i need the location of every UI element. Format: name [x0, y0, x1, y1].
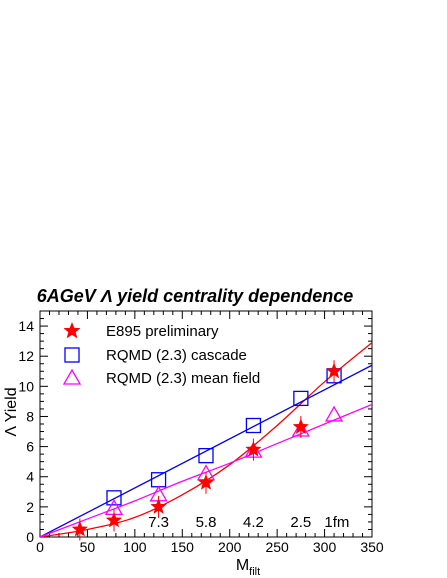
data-point	[293, 390, 309, 407]
y-tick-label: 2	[26, 499, 34, 515]
y-tick-label: 6	[26, 439, 34, 455]
data-point	[150, 472, 167, 488]
x-tick-label: 50	[80, 539, 96, 555]
annotation-label: 4.2	[243, 514, 264, 531]
y-tick-label: 4	[26, 469, 34, 485]
y-axis: 0 2 4 6 8 10 12 14	[18, 310, 372, 545]
y-tick-label: 14	[18, 318, 34, 334]
data-point	[106, 490, 122, 506]
annotation-label: 2.5	[290, 514, 311, 531]
data-markers	[71, 360, 344, 541]
y-tick-label: 0	[26, 529, 34, 545]
data-point	[324, 405, 344, 422]
plot-frame	[39, 310, 373, 538]
legend-marker	[64, 347, 80, 363]
data-point	[197, 474, 215, 490]
x-axis-label: Mfilt	[236, 557, 260, 578]
x-tick-label: 350	[360, 539, 384, 555]
x-tick-label: 200	[218, 539, 242, 555]
y-tick-label: 10	[18, 378, 34, 394]
data-point	[245, 417, 262, 434]
legend-label: E895 preliminary	[106, 323, 219, 340]
data-point	[71, 520, 89, 537]
x-tick-label: 300	[313, 539, 337, 555]
x-axis-label-main: M	[236, 557, 249, 574]
legend-marker	[63, 321, 81, 339]
data-point	[245, 440, 262, 457]
x-tick-label: 0	[36, 539, 44, 555]
legend-marker	[62, 368, 82, 385]
annotations: 7.3 5.8 4.2 2.5 1fm	[148, 514, 349, 531]
data-point	[198, 447, 214, 464]
chart-title: 6AGeV Λ yield centrality dependence	[37, 286, 353, 306]
x-tick-label: 250	[265, 539, 289, 555]
legend-label: RQMD (2.3) mean field	[106, 370, 260, 387]
annotation-label: 7.3	[148, 514, 169, 531]
annotation-label: 1fm	[324, 514, 349, 531]
x-axis-label-sub: filt	[249, 566, 260, 578]
data-point	[325, 362, 343, 379]
y-tick-label: 12	[18, 348, 34, 364]
y-axis-label: Λ Yield	[3, 387, 20, 436]
legend: E895 preliminary RQMD (2.3) cascade RQMD (…	[62, 321, 260, 387]
x-axis: 0 50 100 150 200 250 300 350	[36, 311, 384, 555]
legend-label: RQMD (2.3) cascade	[106, 347, 247, 364]
data-point	[105, 511, 123, 528]
x-tick-label: 150	[171, 539, 195, 555]
annotation-label: 5.8	[196, 514, 217, 531]
plot-area	[39, 310, 373, 538]
fit-curve	[40, 342, 372, 537]
data-point	[292, 418, 310, 435]
data-point	[150, 498, 167, 514]
x-tick-label: 100	[123, 539, 147, 555]
y-tick-label: 8	[26, 408, 34, 424]
fit-curve	[40, 364, 372, 537]
